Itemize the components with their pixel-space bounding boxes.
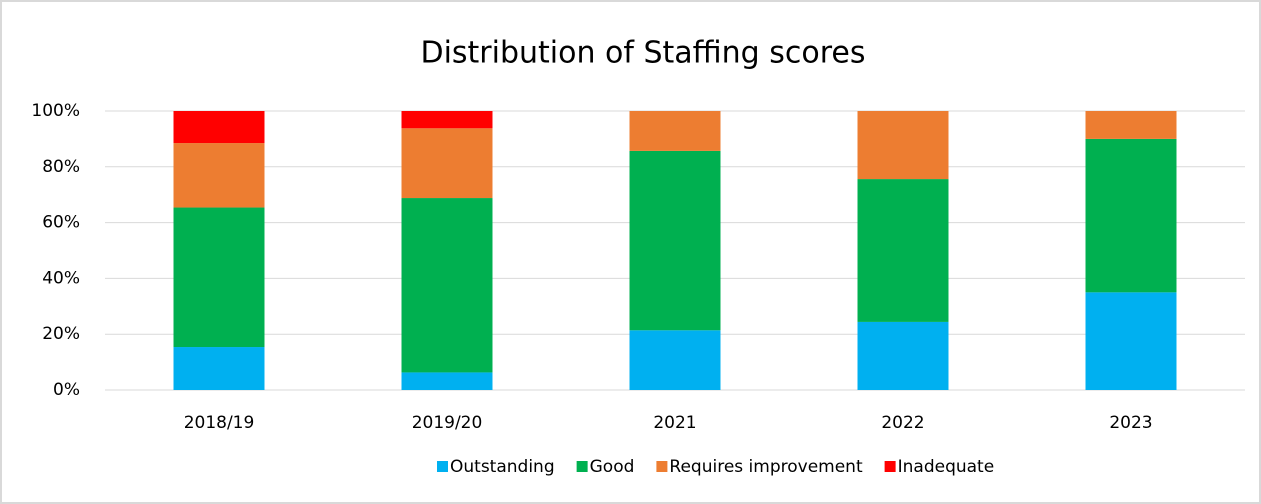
legend-label: Outstanding xyxy=(450,457,555,477)
legend-label: Requires improvement xyxy=(669,457,863,477)
y-tick-label: 80% xyxy=(42,157,80,177)
y-tick-label: 40% xyxy=(42,268,80,288)
x-tick-label: 2021 xyxy=(653,413,696,433)
bar-segment xyxy=(401,111,493,129)
bar-segment xyxy=(629,111,721,151)
bar-segment xyxy=(401,128,493,199)
bar-segment xyxy=(629,330,721,390)
y-tick-label: 20% xyxy=(42,324,80,344)
legend-label: Inadequate xyxy=(898,457,995,477)
bar-segment xyxy=(857,321,949,390)
bar-segment xyxy=(1085,138,1177,293)
bar-segment xyxy=(173,207,265,348)
legend-swatch xyxy=(884,461,896,472)
legend-swatch xyxy=(656,461,668,472)
y-tick-label: 0% xyxy=(53,380,80,400)
legend-swatch xyxy=(437,461,448,472)
x-tick-label: 2019/20 xyxy=(412,413,483,433)
bar-segment xyxy=(401,372,493,390)
bar-segment xyxy=(173,347,265,390)
bar-segment xyxy=(1085,292,1177,390)
bar-segment xyxy=(173,111,265,144)
x-tick-label: 2022 xyxy=(881,413,924,433)
bar-segment xyxy=(857,179,949,322)
x-tick-label: 2018/19 xyxy=(184,413,255,433)
x-tick-label: 2023 xyxy=(1109,413,1152,433)
legend-label: Good xyxy=(590,457,635,477)
bar-segment xyxy=(401,198,493,373)
bar-segment xyxy=(1085,111,1177,139)
bar-segment xyxy=(857,111,949,180)
bar-segment xyxy=(629,150,721,331)
y-tick-label: 60% xyxy=(42,213,80,233)
legend-swatch xyxy=(576,461,588,472)
bar-segment xyxy=(173,143,265,208)
chart-title: Distribution of Staffing scores xyxy=(420,36,865,71)
y-tick-label: 100% xyxy=(31,101,80,121)
